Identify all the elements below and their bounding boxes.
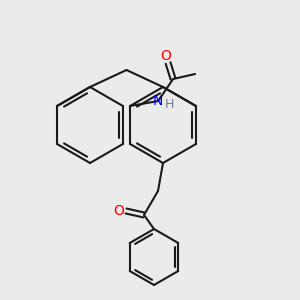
Text: H: H bbox=[164, 98, 174, 112]
Text: O: O bbox=[114, 204, 124, 218]
Text: O: O bbox=[161, 49, 172, 63]
Text: N: N bbox=[153, 94, 163, 108]
